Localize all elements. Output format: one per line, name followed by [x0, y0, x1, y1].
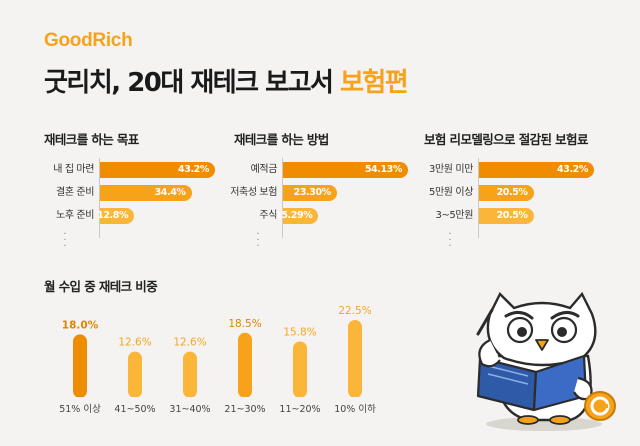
page-title: 굿리치, 20대 재테크 보고서 보험편 [44, 62, 409, 99]
bar [100, 185, 192, 201]
chart-saving-ellipsis: · · · [448, 229, 452, 252]
value-label: 34.4% [154, 187, 186, 198]
column-bar [348, 320, 362, 398]
chart-saving-axis [478, 158, 479, 238]
column-bar [293, 341, 307, 398]
bar [100, 208, 135, 224]
column-category-label: 41~50% [114, 404, 155, 415]
category-label: 주식 [259, 210, 277, 221]
category-label: 결혼 준비 [56, 187, 94, 198]
value-label: 54.13% [364, 164, 403, 175]
value-label: 20.5% [496, 210, 528, 221]
bar [479, 162, 594, 178]
chart-method-ellipsis: · · · [256, 229, 260, 252]
bar [283, 162, 408, 178]
category-label: 노후 준비 [56, 210, 94, 221]
chart-saving-title: 보험 리모델링으로 절감된 보험료 [424, 132, 588, 147]
column-value-label: 18.0% [62, 319, 99, 331]
category-label: 예적금 [250, 164, 278, 175]
column-category-label: 10% 이하 [334, 403, 376, 415]
chart-goal-title: 재테크를 하는 목표 [44, 132, 139, 147]
title-accent: 보험편 [339, 68, 409, 98]
chart-method-axis [282, 158, 283, 238]
column-category-label: 31~40% [169, 404, 210, 415]
bar [100, 162, 215, 178]
category-label: 내 집 마련 [53, 164, 94, 175]
value-label: 23.30% [293, 187, 332, 198]
column-value-label: 22.5% [338, 305, 371, 317]
chart-method-title: 재테크를 하는 방법 [234, 132, 329, 147]
category-label: 3만원 미만 [429, 164, 473, 175]
column-bar [128, 351, 142, 398]
title-main: 굿리치, 20대 재테크 보고서 [44, 68, 340, 98]
bar [283, 208, 319, 224]
value-label: 43.2% [178, 164, 209, 175]
value-label: 20.5% [496, 187, 528, 198]
chart-goal-ellipsis: · · · [63, 229, 67, 252]
chart-ratio-title: 월 수입 중 재테크 비중 [44, 279, 158, 294]
column-category-label: 11~20% [279, 404, 320, 415]
category-label: 3~5만원 [435, 210, 473, 221]
column-category-label: 21~30% [224, 404, 265, 415]
brand-logo: GoodRich [44, 30, 133, 51]
bar [479, 185, 534, 201]
column-bar [73, 334, 87, 398]
column-value-label: 15.8% [283, 326, 316, 338]
category-label: 저축성 보험 [230, 187, 277, 198]
bar [479, 208, 534, 224]
column-category-label: 51% 이상 [59, 404, 101, 415]
column-value-label: 18.5% [228, 318, 261, 330]
owl-mascot-illustration [476, 291, 616, 431]
chart-goal-axis [99, 158, 100, 238]
bar [283, 185, 337, 201]
column-value-label: 12.6% [173, 337, 206, 349]
column-bar [238, 332, 252, 398]
value-label: 12.8% [97, 210, 129, 221]
column-value-label: 12.6% [118, 337, 151, 349]
value-label: 43.2% [557, 164, 588, 175]
value-label: 15.29% [275, 210, 313, 221]
column-bar [183, 351, 197, 398]
category-label: 5만원 이상 [429, 187, 473, 198]
